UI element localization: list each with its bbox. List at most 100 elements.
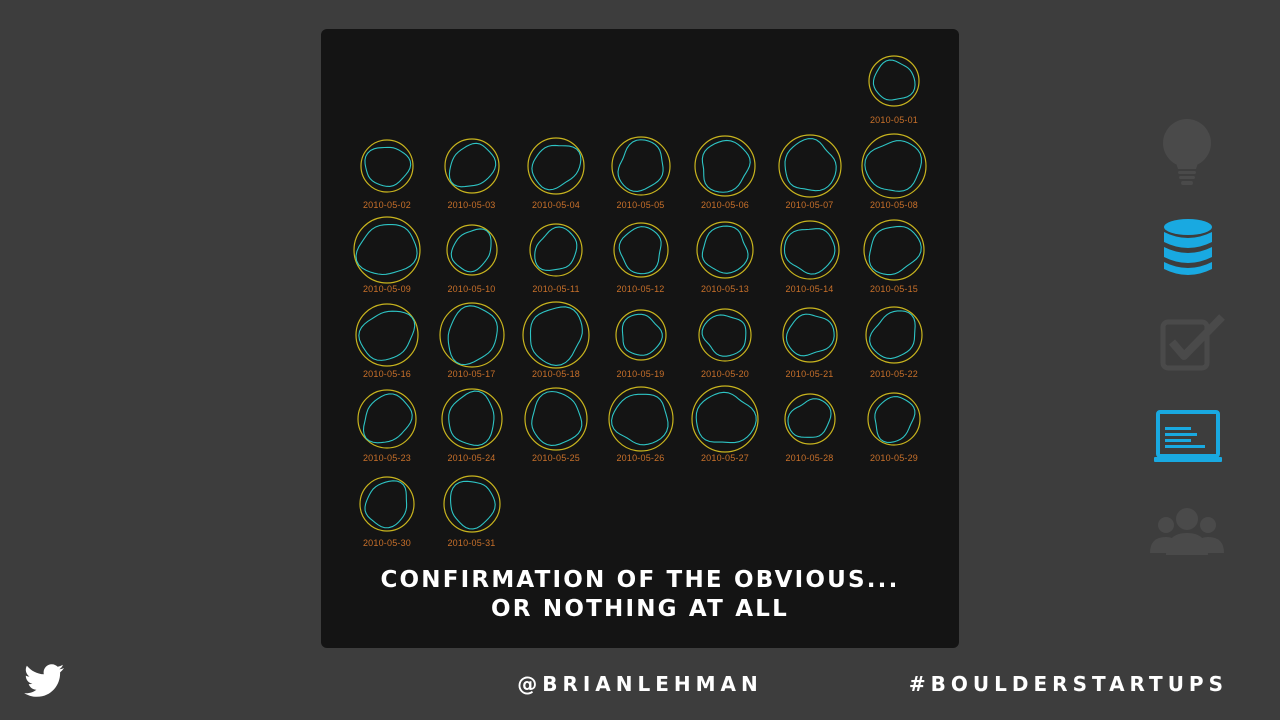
ring <box>861 132 927 199</box>
day-circle <box>445 224 498 276</box>
ring <box>527 136 585 195</box>
day-circle <box>527 136 585 195</box>
trace <box>531 390 583 446</box>
day-cell: 2010-05-20 <box>683 299 767 383</box>
ring <box>867 392 921 446</box>
trace <box>450 228 492 273</box>
day-cell: 2010-05-29 <box>852 383 936 467</box>
trace <box>874 396 916 444</box>
day-cell: 2010-05-07 <box>768 130 852 214</box>
twitter-icon[interactable] <box>24 664 64 698</box>
ring <box>438 301 505 368</box>
ring <box>691 385 759 453</box>
trace <box>783 228 835 275</box>
day-cell: 2010-05-31 <box>430 468 514 552</box>
ring <box>607 386 674 452</box>
day-cell: 2010-05-21 <box>768 299 852 383</box>
day-circle <box>438 301 505 368</box>
database-icon[interactable] <box>1162 218 1214 278</box>
trace <box>616 138 664 192</box>
trace <box>785 313 835 356</box>
date-label: 2010-05-21 <box>785 368 834 379</box>
trace <box>447 304 498 365</box>
ring <box>696 221 754 279</box>
day-cell: 2010-05-27 <box>683 383 767 467</box>
date-label: 2010-05-29 <box>869 453 919 463</box>
date-label: 2010-05-01 <box>869 115 919 125</box>
day-cell: 2010-05-10 <box>430 214 514 298</box>
ring <box>529 223 583 277</box>
trace <box>621 313 663 356</box>
day-cell: 2010-05-14 <box>768 214 852 298</box>
date-label: 2010-05-11 <box>532 284 580 294</box>
day-cell: 2010-05-28 <box>768 383 852 467</box>
ring <box>445 224 498 276</box>
date-label: 2010-05-07 <box>785 199 834 210</box>
day-cell: 2010-05-18 <box>514 299 598 383</box>
day-cell: 2010-05-06 <box>683 130 767 214</box>
day-circle <box>691 385 759 453</box>
trace <box>449 480 496 530</box>
date-label: 2010-05-06 <box>700 199 750 210</box>
slide-panel <box>321 29 959 648</box>
trace <box>701 225 749 274</box>
ring <box>612 222 669 278</box>
day-circle <box>694 134 756 197</box>
day-cell: 2010-05-22 <box>852 299 936 383</box>
date-label: 2010-05-16 <box>362 368 412 379</box>
people-icon[interactable] <box>1148 505 1226 557</box>
date-label: 2010-05-25 <box>531 453 581 463</box>
date-label: 2010-05-15 <box>869 284 919 294</box>
date-label: 2010-05-13 <box>700 284 750 294</box>
trace <box>362 393 413 444</box>
day-circle <box>355 302 419 367</box>
day-cell: 2010-05-13 <box>683 214 767 298</box>
trace <box>610 393 668 446</box>
ring <box>524 387 588 451</box>
checkbox-icon[interactable] <box>1160 314 1226 372</box>
day-cell: 2010-05-03 <box>430 130 514 214</box>
day-cell: 2010-05-12 <box>599 214 683 298</box>
ring <box>442 474 501 533</box>
day-cell: 2010-05-15 <box>852 214 936 298</box>
date-label: 2010-05-19 <box>616 368 665 379</box>
date-label: 2010-05-31 <box>447 537 496 548</box>
date-label: 2010-05-18 <box>531 368 581 379</box>
ring <box>783 393 836 445</box>
day-circle <box>777 133 842 198</box>
date-label: 2010-05-26 <box>616 453 665 463</box>
date-label: 2010-05-17 <box>447 368 496 379</box>
date-label: 2010-05-22 <box>869 368 919 379</box>
day-cell: 2010-05-02 <box>345 130 429 214</box>
day-circle <box>779 220 840 280</box>
ring <box>614 308 667 361</box>
trace <box>864 139 922 192</box>
day-cell: 2010-05-30 <box>345 468 429 552</box>
ring <box>781 306 838 363</box>
day-circle <box>783 393 836 445</box>
date-label: 2010-05-20 <box>700 368 750 379</box>
laptop-icon[interactable] <box>1154 410 1222 466</box>
day-circle <box>610 135 671 196</box>
day-circle <box>698 307 752 362</box>
date-label: 2010-05-27 <box>700 453 750 463</box>
trace <box>448 142 496 187</box>
date-label: 2010-05-28 <box>785 453 834 463</box>
day-cell: 2010-05-17 <box>430 299 514 383</box>
date-label: 2010-05-23 <box>362 453 412 463</box>
trace <box>701 313 747 357</box>
day-circle <box>696 221 754 279</box>
trace <box>868 225 922 276</box>
trace <box>534 226 578 271</box>
day-cell: 2010-05-19 <box>599 299 683 383</box>
day-circle <box>529 223 583 277</box>
trace <box>364 479 408 528</box>
lightbulb-icon[interactable] <box>1160 117 1214 189</box>
trace <box>364 146 412 187</box>
day-circle <box>524 387 588 451</box>
ring <box>868 55 920 107</box>
slide-caption: CONFIRMATION OF THE OBVIOUS... OR NOTHIN… <box>321 566 959 624</box>
day-circle <box>357 389 417 449</box>
date-label: 2010-05-08 <box>869 199 919 210</box>
trace <box>872 59 916 101</box>
